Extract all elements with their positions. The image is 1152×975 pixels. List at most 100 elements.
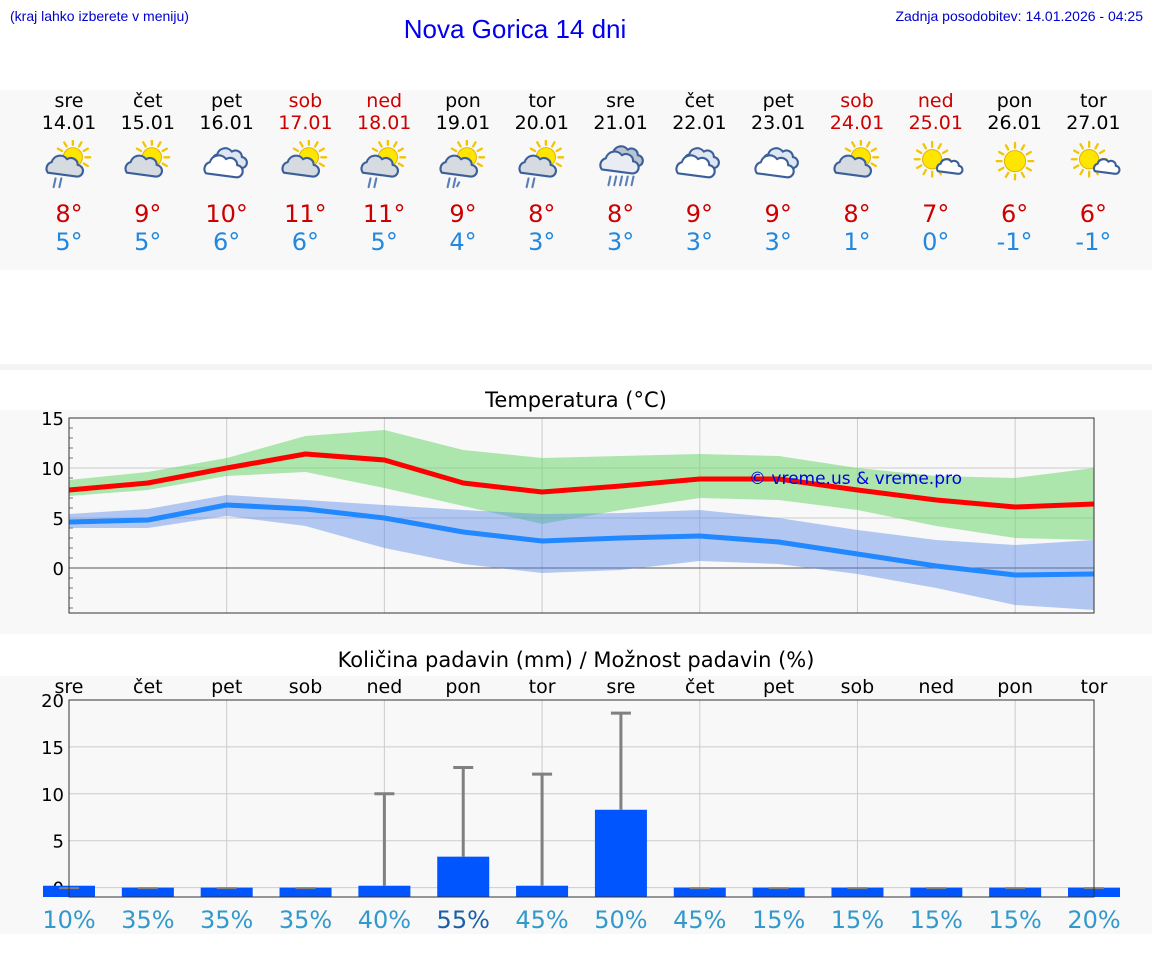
y-tick-label: 15: [41, 738, 64, 759]
day-axis-label: pon: [997, 676, 1033, 698]
temp-min: 3°: [685, 228, 714, 256]
day-date: 15.01: [120, 112, 175, 134]
day-column: pet 23.01 9° 3°: [739, 90, 817, 256]
day-name: sob: [288, 90, 323, 112]
day-axis-label: sre: [55, 676, 84, 698]
day-axis-label: tor: [1081, 676, 1108, 698]
day-name: čet: [684, 90, 715, 112]
temp-max: 8°: [55, 200, 83, 228]
temp-max: 8°: [843, 200, 871, 228]
day-date: 25.01: [908, 112, 963, 134]
day-date: 21.01: [593, 112, 648, 134]
day-name: pon: [445, 90, 481, 112]
temp-max: 9°: [685, 200, 714, 228]
precip-bar: [673, 887, 726, 897]
sun-cloud-light-rain-icon: [360, 140, 407, 189]
temp-max-line: [68, 451, 1095, 510]
temp-max: 9°: [764, 200, 792, 228]
day-name: sre: [54, 90, 84, 112]
precip-chance-label: 45%: [673, 906, 726, 934]
day-date: 14.01: [41, 112, 97, 134]
cloud-rain-icon: [598, 145, 644, 187]
precip-bar: [437, 856, 490, 897]
y-tick-label: 10: [41, 785, 64, 806]
day-column: čet 22.01 9° 3°: [660, 90, 738, 256]
y-tick-label: 5: [53, 832, 64, 853]
sun-cloud-icon: [833, 140, 880, 178]
day-date: 19.01: [435, 112, 491, 134]
precip-bar: [279, 887, 332, 897]
day-name: ned: [366, 90, 403, 112]
temp-min: 6°: [212, 228, 241, 256]
precip-bar: [121, 887, 174, 897]
sun-icon: [995, 141, 1035, 181]
divider: [0, 364, 1152, 370]
day-column: pon 26.01 6° -1°: [976, 90, 1054, 256]
page-title: Nova Gorica 14 dni: [403, 14, 627, 44]
day-axis-label: čet: [133, 676, 163, 698]
day-date: 24.01: [829, 112, 885, 134]
day-axis-label: čet: [685, 676, 715, 698]
precip-bar: [831, 887, 884, 897]
precip-chance-label: 45%: [515, 906, 568, 934]
forecast-row: sre 14.01 8° 5° čet 15.01 9° 5° pet 16.01 10° 6° sob…: [0, 90, 1152, 270]
day-date: 27.01: [1066, 112, 1121, 134]
day-axis-label: sob: [289, 676, 323, 698]
precip-bar: [200, 887, 253, 897]
plot-frame: [68, 417, 1095, 614]
day-date: 26.01: [987, 112, 1042, 134]
precip-bar: [752, 887, 805, 897]
temp-max: 6°: [1079, 200, 1108, 228]
precip-chance-label: 15%: [831, 906, 884, 934]
day-axis-label: ned: [918, 676, 954, 698]
day-date: 22.01: [672, 112, 727, 134]
temp-max: 7°: [922, 200, 950, 228]
day-column: sob 24.01 8° 1°: [818, 90, 896, 256]
day-name: tor: [528, 90, 556, 112]
cloudy-icon: [675, 147, 721, 179]
day-date: 17.01: [278, 112, 333, 134]
temp-max: 11°: [284, 200, 327, 228]
day-name: pet: [762, 90, 794, 112]
precip-chance-label: 35%: [279, 906, 332, 934]
sun-cloud-light-rain-icon: [518, 140, 565, 189]
plot-frame: [68, 699, 1095, 898]
day-date: 20.01: [514, 112, 569, 134]
day-axis-label: tor: [529, 676, 556, 698]
temp-min: 3°: [528, 228, 556, 256]
y-tick-label: 10: [41, 459, 64, 480]
day-name: pet: [210, 90, 243, 112]
precip-chance-label: 15%: [988, 906, 1041, 934]
temp-min-range-band: [69, 495, 1094, 610]
temp-min: -1°: [996, 228, 1033, 256]
precip-chance-label: 15%: [910, 906, 963, 934]
y-tick-label: 5: [53, 509, 64, 530]
forecast-band: [0, 90, 1152, 270]
temp-min-line: [68, 502, 1095, 578]
precip-chance-label: 10%: [42, 906, 95, 934]
day-axis-label: sob: [841, 676, 875, 698]
day-axis-label: sre: [606, 676, 635, 698]
sun-cloud-drizzle-icon: [439, 140, 486, 189]
day-column: tor 27.01 6° -1°: [1054, 90, 1132, 256]
temp-min: -1°: [1075, 228, 1112, 256]
day-column: sob 17.01 11° 6°: [266, 90, 344, 256]
day-column: pet 16.01 10° 6°: [188, 90, 266, 256]
temp-min: 5°: [55, 228, 83, 256]
temp-min: 3°: [606, 228, 635, 256]
temp-min: 6°: [291, 228, 320, 256]
day-date: 16.01: [199, 112, 254, 134]
cloudy-icon: [754, 147, 800, 179]
sun-cloud-light-rain-icon: [45, 140, 92, 189]
precip-chance-label: 35%: [200, 906, 253, 934]
sun-small-cloud-icon: [1071, 140, 1121, 178]
temp-min: 0°: [922, 228, 950, 256]
temp-min: 5°: [134, 228, 162, 256]
day-name: čet: [133, 90, 163, 112]
day-name: sob: [840, 90, 874, 112]
y-tick-label: 20: [41, 691, 64, 712]
precip-bar: [594, 809, 647, 897]
precip-chance-label: 40%: [358, 906, 411, 934]
precipitation-chart: 20151050srečetpetsobnedpontorsrečetpetso…: [41, 676, 1121, 934]
day-name: sre: [606, 90, 636, 112]
